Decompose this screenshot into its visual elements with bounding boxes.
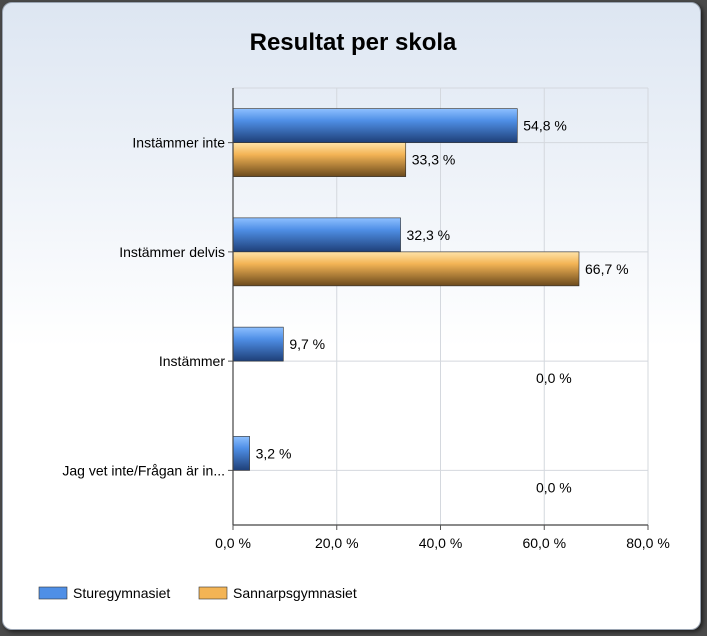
legend-swatch bbox=[198, 586, 228, 600]
category-label: Instämmer inte bbox=[132, 135, 225, 151]
data-label: 0,0 % bbox=[536, 370, 572, 386]
x-tick-label: 60,0 % bbox=[522, 535, 566, 551]
data-label: 54,8 % bbox=[523, 118, 567, 134]
legend-label: Sannarpsgymnasiet bbox=[233, 585, 357, 601]
category-label: Jag vet inte/Frågan är in... bbox=[62, 462, 225, 478]
bar-sturegymnasiet bbox=[232, 108, 518, 143]
data-label: 9,7 % bbox=[289, 336, 325, 352]
x-tick-label: 20,0 % bbox=[315, 535, 359, 551]
bar-sturegymnasiet bbox=[232, 436, 250, 471]
bar-sannarpsgymnasiet bbox=[232, 251, 580, 287]
bar-sturegymnasiet bbox=[232, 326, 284, 362]
data-label: 32,3 % bbox=[407, 227, 451, 243]
legend-swatch bbox=[38, 586, 68, 600]
x-tick-label: 40,0 % bbox=[419, 535, 463, 551]
data-label: 66,7 % bbox=[585, 261, 629, 277]
bar-chart: Resultat per skola 54,8 % 33,3 % 32,3 % 66,… bbox=[38, 29, 670, 601]
bar-sturegymnasiet bbox=[232, 217, 401, 253]
chart-title: Resultat per skola bbox=[250, 29, 457, 56]
chart-frame: Resultat per skola 54,8 % 33,3 % 32,3 % 66,… bbox=[2, 2, 701, 630]
bar-sannarpsgymnasiet bbox=[232, 142, 407, 177]
category-label: Instämmer bbox=[159, 353, 225, 369]
data-label: 3,2 % bbox=[256, 445, 292, 461]
data-label: 33,3 % bbox=[412, 152, 456, 168]
x-tick-label: 0,0 % bbox=[215, 535, 251, 551]
data-label: 0,0 % bbox=[536, 479, 572, 495]
x-tick-label: 80,0 % bbox=[626, 535, 670, 551]
category-label: Instämmer delvis bbox=[119, 244, 225, 260]
legend-label: Sturegymnasiet bbox=[73, 585, 170, 601]
